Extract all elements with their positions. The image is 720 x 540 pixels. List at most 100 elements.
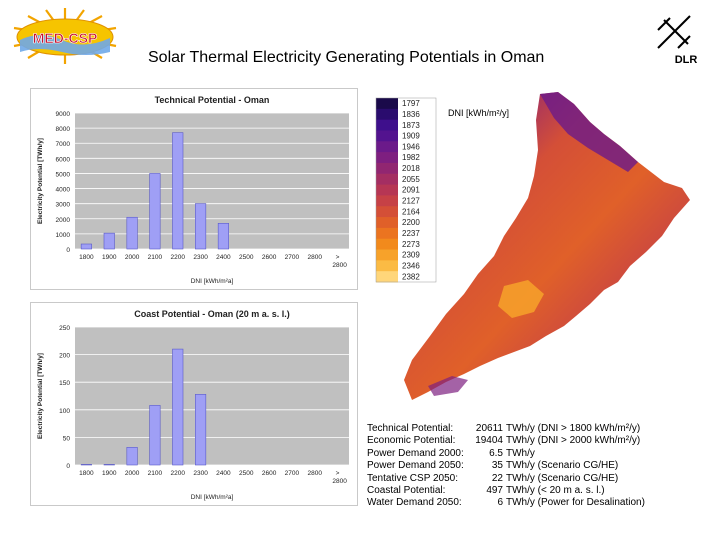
legend-label: 1946 (402, 142, 420, 151)
x-tick-label: 2400 (216, 254, 231, 261)
x-axis-label: DNI [kWh/m²a] (191, 494, 234, 501)
y-tick-label: 0 (66, 463, 70, 470)
y-tick-label: 50 (63, 435, 71, 442)
fact-row: Technical Potential: 20611 TWh/y (DNI > 18… (367, 423, 707, 435)
fact-unit: TWh/y (Scenario CG/HE) (506, 472, 619, 484)
y-tick-label: 5000 (56, 171, 71, 178)
legend-label: 2164 (402, 207, 420, 216)
x-tick-label: 2600 (262, 470, 277, 477)
legend-swatch (376, 227, 398, 240)
fact-value: 6.5 (489, 447, 503, 459)
x-tick-label: 2400 (216, 470, 231, 477)
legend-swatch (376, 98, 398, 110)
x-axis-label: DNI [kWh/m²a] (191, 278, 234, 285)
legend-frame (375, 97, 437, 283)
oman-landmass (404, 92, 690, 400)
legend-swatch (376, 217, 398, 229)
desert-sand-patch (498, 280, 544, 318)
fact-label: Tentative CSP 2050: (367, 472, 458, 484)
fact-label: Coastal Potential: (367, 484, 446, 496)
fact-label: Water Demand 2050: (367, 497, 462, 509)
y-tick-label: 6000 (56, 156, 71, 163)
fact-label: Power Demand 2050: (367, 460, 464, 472)
x-tick-label: 2300 (193, 470, 208, 477)
legend-swatch (376, 238, 398, 251)
dlr-emblem-icon (657, 15, 691, 49)
legend-swatch (376, 119, 398, 131)
fact-row: Tentative CSP 2050: 22 TWh/y (Scenario CG/… (367, 473, 707, 485)
fact-unit: TWh/y (DNI > 1800 kWh/m²/y) (506, 423, 641, 434)
x-tick-label: 2500 (239, 254, 254, 261)
chart-title: Technical Potential - Oman (155, 95, 270, 105)
fact-label: Economic Potential: (367, 435, 456, 447)
x-tick-label: 2600 (262, 254, 277, 261)
southern-dark-patch (428, 376, 468, 396)
med-csp-logo: MED-CSP (13, 8, 117, 64)
bar-2400 (217, 223, 229, 250)
page-title: Solar Thermal Electricity Generating Pot… (148, 49, 545, 66)
legend-swatch (376, 260, 398, 272)
legend-label: 1982 (402, 153, 420, 162)
bar-2300 (195, 203, 207, 250)
technical-potential-svg: Technical Potential - Oman 0 1000 2000 3000 4… (37, 95, 349, 285)
bar-1800 (80, 464, 92, 466)
fact-value: 20611 (475, 423, 503, 434)
coast-potential-chart: Coast Potential - Oman (20 m a. s. l.) 0 5… (30, 302, 358, 506)
legend-swatch (376, 271, 398, 283)
x-tick-label: 2100 (148, 254, 163, 261)
x-tick-label: 2100 (148, 470, 163, 477)
legend-swatch (376, 249, 398, 261)
coast-potential-svg: Coast Potential - Oman (20 m a. s. l.) 0 5… (37, 309, 349, 501)
bar-1800 (80, 243, 92, 250)
legend-label: 2382 (402, 272, 420, 281)
x-tick-label: 1800 (79, 254, 94, 261)
y-tick-label: 4000 (56, 187, 71, 194)
legend-label: 1873 (402, 121, 420, 130)
bar-2100 (149, 405, 161, 466)
legend-swatch (376, 152, 398, 164)
fact-label: Power Demand 2000: (367, 447, 464, 459)
fact-value: 497 (486, 484, 503, 496)
x-tick-label: 1800 (79, 470, 94, 477)
fact-row: Water Demand 2050: 6 TWh/y (Power for Desa… (367, 497, 707, 509)
legend-label: 2346 (402, 261, 420, 270)
x-tick-label: 2800 (308, 254, 323, 261)
fact-value: 19404 (475, 435, 503, 447)
bar-2200 (172, 132, 184, 250)
y-tick-label: 2000 (56, 217, 71, 224)
y-tick-label: 150 (59, 380, 70, 387)
chart-title: Coast Potential - Oman (20 m a. s. l.) (134, 309, 290, 319)
legend-label: 1909 (402, 132, 420, 141)
bar-2300 (195, 394, 207, 466)
legend-swatch (376, 173, 398, 186)
legend-swatch (376, 184, 398, 196)
fact-row: Power Demand 2000: 6.5 TWh/y (367, 448, 707, 460)
y-tick-label: 7000 (56, 141, 71, 148)
dlr-logo-text: DLR (675, 54, 698, 66)
legend-label: 1836 (402, 110, 420, 119)
y-axis-label: Electricity Potential [TWh/y] (37, 138, 44, 224)
bar-2100 (149, 173, 161, 250)
y-tick-label: 250 (59, 325, 70, 332)
legend-label: 2200 (402, 218, 420, 227)
x-tick-label: 2700 (285, 470, 300, 477)
legend-swatch (376, 108, 398, 121)
fact-row: Power Demand 2050: 35 TWh/y (Scenario CG/H… (367, 460, 707, 472)
x-tick-label: 2200 (171, 470, 186, 477)
x-tick-label: 2000 (125, 470, 140, 477)
y-tick-label: 9000 (56, 111, 71, 118)
dlr-logo: DLR (657, 15, 698, 66)
fact-unit: TWh/y (Power for Desalination) (506, 497, 645, 509)
fact-unit: TWh/y (506, 447, 535, 459)
fact-value: 6 (497, 497, 503, 509)
x-tick-label: 2500 (239, 470, 254, 477)
fact-unit: TWh/y (DNI > 2000 kWh/m²/y) (506, 435, 641, 447)
legend-swatch (376, 141, 398, 153)
fact-value: 35 (491, 460, 503, 472)
x-tick-label: >2800 (332, 470, 347, 485)
x-tick-label: 2800 (308, 470, 323, 477)
med-csp-logo-text: MED-CSP (33, 30, 98, 46)
legend-label: 2309 (402, 251, 420, 260)
